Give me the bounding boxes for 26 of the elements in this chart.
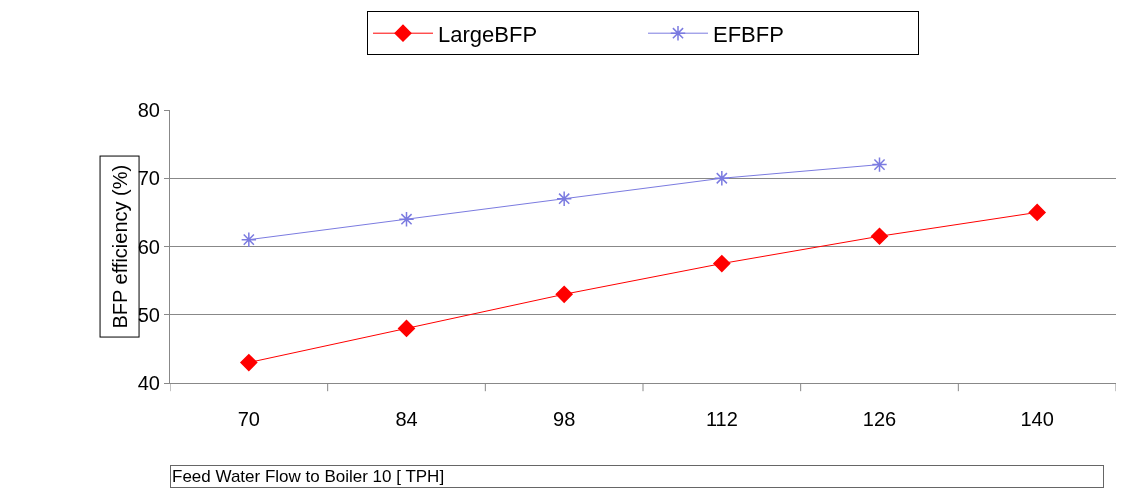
y-axis-title: BFP efficiency (%) [108, 164, 131, 329]
point [240, 353, 258, 372]
x-tick-label: 70 [237, 408, 260, 430]
point [555, 285, 573, 303]
x-tick-label: 84 [395, 408, 418, 430]
x-tick-label: 112 [705, 408, 738, 430]
x-tick-label: 98 [553, 408, 576, 430]
point [713, 170, 730, 187]
y-tick-label: 40 [137, 372, 160, 394]
point [556, 190, 573, 207]
point [870, 227, 889, 245]
point [1028, 203, 1046, 221]
y-tick-label: 70 [137, 167, 160, 190]
point [397, 319, 416, 337]
x-tick-label: 126 [862, 408, 897, 430]
y-tick-label: 50 [137, 303, 160, 326]
point [240, 231, 257, 248]
point [713, 255, 731, 273]
legend-label: LargeBFP [438, 21, 538, 47]
legend-label: EFBFP [713, 21, 784, 47]
y-tick-label: 60 [137, 235, 160, 258]
point [871, 156, 888, 173]
x-tick-label: 140 [1020, 408, 1054, 430]
point [398, 211, 415, 228]
y-tick-label: 80 [137, 99, 160, 121]
x-axis-title: Feed Water Flow to Boiler 10 [ TPH] [172, 467, 445, 486]
